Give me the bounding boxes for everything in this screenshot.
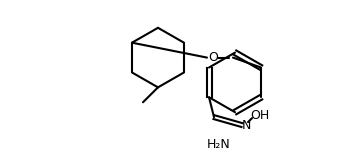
Text: OH: OH [250, 109, 270, 122]
Text: O: O [208, 51, 218, 64]
Text: H₂N: H₂N [207, 138, 231, 151]
Text: N: N [241, 119, 251, 132]
